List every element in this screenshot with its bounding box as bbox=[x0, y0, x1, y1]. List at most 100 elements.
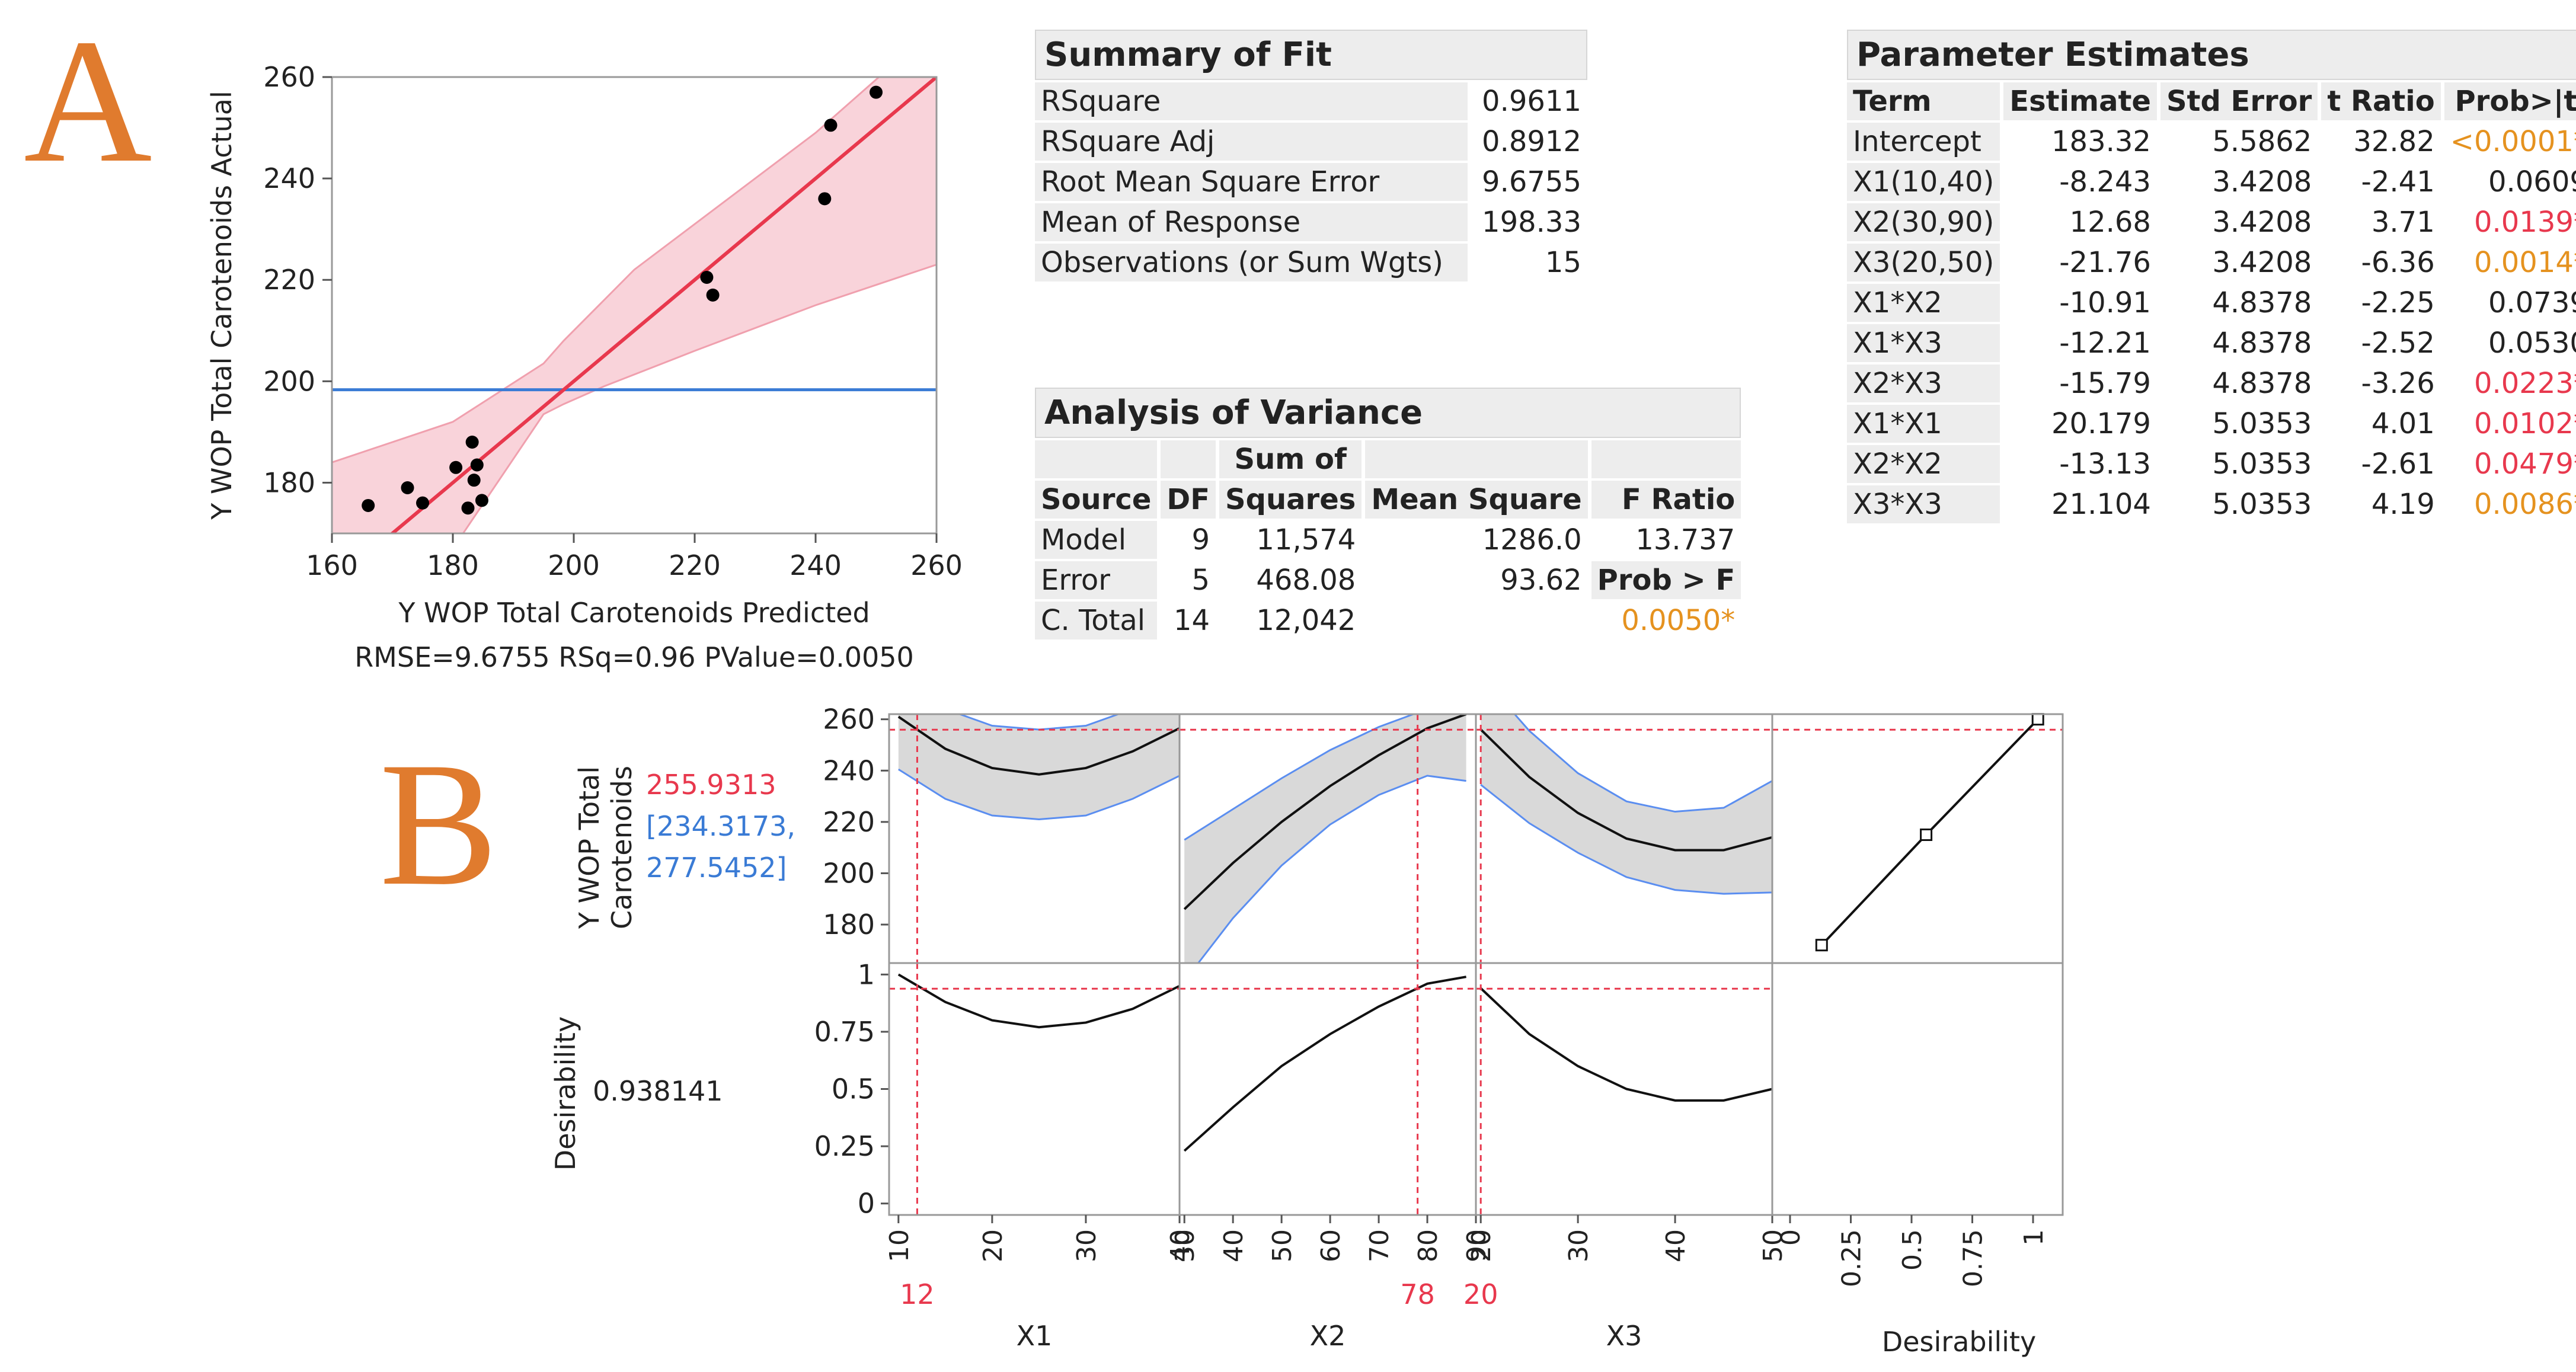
x-tick-label: 50 bbox=[1267, 1229, 1297, 1262]
desirability-curve bbox=[1183, 976, 1466, 1152]
pe-estimate: -8.243 bbox=[2059, 165, 2151, 199]
prediction-curve bbox=[1479, 728, 1772, 852]
table-row: X2(30,90) 12.68 3.4208 3.71 0.0139* bbox=[1847, 203, 2576, 241]
y-tick-label: 220 bbox=[263, 264, 315, 296]
factor-current-value: 78 bbox=[1400, 1278, 1435, 1310]
data-point bbox=[461, 501, 475, 515]
pe-std-error: 5.5862 bbox=[2212, 125, 2312, 158]
data-point bbox=[467, 474, 481, 487]
pe-std-error: 3.4208 bbox=[2212, 165, 2312, 199]
x-tick-label: 40 bbox=[1165, 1229, 1196, 1262]
pe-std-error: 4.8378 bbox=[2212, 327, 2312, 360]
summary-label: RSquare bbox=[1035, 82, 1468, 120]
pe-estimate: -21.76 bbox=[2059, 246, 2151, 279]
desirability-label: Desirability bbox=[549, 1016, 581, 1170]
pe-term: X1*X1 bbox=[1847, 405, 2000, 443]
summary-value: 0.8912 bbox=[1482, 125, 1581, 158]
x-tick-label: 40 bbox=[1661, 1229, 1691, 1262]
x-tick-label: 70 bbox=[1364, 1229, 1395, 1262]
confidence-band bbox=[332, 77, 937, 533]
panel-label-b: B bbox=[379, 725, 498, 922]
anova-header-ms: Mean Square bbox=[1365, 481, 1588, 519]
x-tick-label: 30 bbox=[1170, 1229, 1200, 1262]
x-axis-label: Y WOP Total Carotenoids Predicted bbox=[398, 597, 870, 629]
x-tick-label: 40 bbox=[1219, 1229, 1249, 1262]
pe-t-ratio: -2.52 bbox=[2361, 327, 2435, 360]
response-ci-low: [234.3173, bbox=[646, 810, 795, 842]
pe-term: X2*X2 bbox=[1847, 445, 2000, 483]
panel-label-a: A bbox=[24, 2, 152, 199]
desirability-handle bbox=[1815, 939, 1828, 952]
pe-prob: 0.0479* bbox=[2473, 447, 2576, 481]
table-row: Root Mean Square Error 9.6755 bbox=[1035, 163, 1587, 201]
anova-source: C. Total bbox=[1035, 602, 1158, 639]
response-label: Y WOP Total bbox=[573, 766, 605, 929]
pe-prob: 0.0086* bbox=[2473, 488, 2576, 521]
desirability-handle bbox=[2031, 713, 2044, 726]
prediction-profiler: Y WOP Total Carotenoids 255.9313 [234.3173,… bbox=[549, 703, 2064, 1358]
data-point bbox=[818, 192, 832, 206]
table-row: X1*X1 20.179 5.0353 4.01 0.0102* bbox=[1847, 405, 2576, 443]
pe-estimate: -12.21 bbox=[2059, 327, 2151, 360]
x-tick-label: 30 bbox=[1072, 1229, 1102, 1262]
data-point bbox=[706, 288, 720, 302]
pe-estimate: 21.104 bbox=[2051, 488, 2151, 521]
pe-t-ratio: -3.26 bbox=[2361, 367, 2435, 400]
pe-std-error: 3.4208 bbox=[2212, 246, 2312, 279]
ci-band bbox=[898, 714, 1180, 820]
table-row: X1(10,40) -8.243 3.4208 -2.41 0.0609 bbox=[1847, 163, 2576, 201]
ci-upper-line bbox=[1513, 714, 1772, 813]
pe-std-error: 4.8378 bbox=[2212, 286, 2312, 319]
y-tick-label: 260 bbox=[263, 61, 315, 93]
table-row: X2*X3 -15.79 4.8378 -3.26 0.0223* bbox=[1847, 364, 2576, 402]
y-tick-label: 240 bbox=[823, 754, 875, 786]
factor-name: X2 bbox=[1310, 1320, 1346, 1352]
y-tick-label: 180 bbox=[823, 909, 875, 941]
table-row: X3*X3 21.104 5.0353 4.19 0.0086* bbox=[1847, 485, 2576, 523]
pe-term: X1(10,40) bbox=[1847, 163, 2000, 201]
data-point bbox=[824, 119, 838, 132]
pe-term: X2*X3 bbox=[1847, 364, 2000, 402]
cell-frame bbox=[1178, 962, 1477, 1216]
pe-t-ratio: 4.19 bbox=[2371, 488, 2435, 521]
data-point bbox=[475, 494, 488, 507]
pe-term: Intercept bbox=[1847, 123, 2000, 161]
table-row: RSquare 0.9611 bbox=[1035, 82, 1587, 120]
anova-f: 0.0050* bbox=[1621, 604, 1736, 637]
data-point bbox=[401, 481, 414, 494]
ci-lower-line bbox=[898, 768, 1180, 821]
anova-header-df: DF bbox=[1161, 481, 1216, 519]
x-tick-label: 0.5 bbox=[1897, 1229, 1928, 1271]
anova-f: 13.737 bbox=[1635, 523, 1736, 557]
pe-prob: 0.0739 bbox=[2488, 286, 2576, 319]
anova-ms bbox=[1365, 602, 1587, 639]
data-point bbox=[416, 496, 429, 510]
pe-estimate: 12.68 bbox=[2069, 206, 2151, 239]
pe-header: Prob>|t| bbox=[2444, 82, 2576, 120]
desir-tick-label: 0 bbox=[858, 1188, 875, 1220]
anova-source: Model bbox=[1035, 521, 1158, 559]
table-row: C. Total 14 12,042 0.0050* bbox=[1035, 602, 1741, 639]
summary-value: 0.9611 bbox=[1482, 85, 1581, 118]
x-tick-label: 180 bbox=[427, 549, 479, 581]
plot-area bbox=[332, 77, 937, 533]
table-row: Model 9 11,574 1286.0 13.737 bbox=[1035, 521, 1741, 559]
desirability-value: 0.938141 bbox=[593, 1075, 723, 1107]
pe-t-ratio: -2.41 bbox=[2361, 165, 2435, 199]
y-tick-label: 200 bbox=[823, 857, 875, 889]
x-tick-label: 0 bbox=[1776, 1229, 1806, 1246]
prediction-curve bbox=[1183, 714, 1467, 910]
desirability-axis-label: Desirability bbox=[1882, 1326, 2036, 1358]
ci-lower-line bbox=[1197, 775, 1466, 963]
pe-std-error: 3.4208 bbox=[2212, 206, 2312, 239]
pe-term: X3(20,50) bbox=[1847, 244, 2000, 282]
data-point bbox=[362, 498, 375, 512]
pe-term: X1*X2 bbox=[1847, 284, 2000, 322]
pe-header: Estimate bbox=[2003, 82, 2157, 120]
profile-cell-X3 bbox=[1476, 714, 1772, 895]
pe-std-error: 4.8378 bbox=[2212, 367, 2312, 400]
x-tick-label: 50 bbox=[1758, 1229, 1788, 1262]
pe-std-error: 5.0353 bbox=[2212, 447, 2312, 481]
chart-subtitle: RMSE=9.6755 RSq=0.96 PValue=0.0050 bbox=[354, 641, 914, 673]
x-tick-label: 0.25 bbox=[1837, 1229, 1867, 1287]
